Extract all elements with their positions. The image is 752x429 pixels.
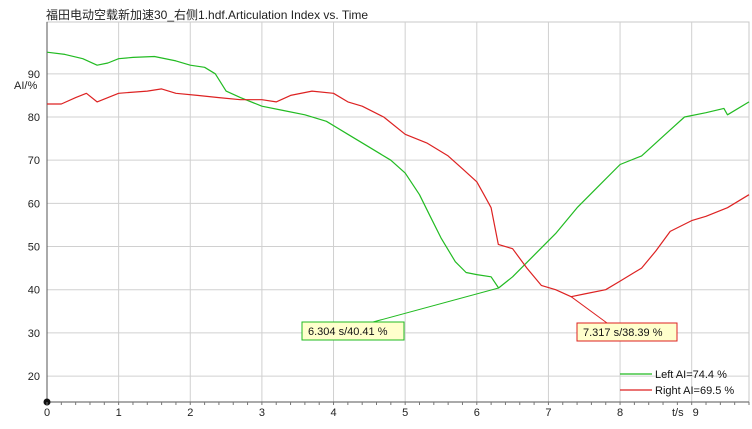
annotation-box (576, 322, 678, 342)
annotation-box (301, 321, 405, 341)
x-axis-label: t/s (672, 407, 684, 419)
x-tick-label: 5 (402, 407, 408, 419)
y-tick-label: 60 (28, 198, 40, 210)
annotation-leader (570, 296, 608, 324)
x-tick-label: 1 (116, 407, 122, 419)
x-tick-label: 2 (187, 407, 193, 419)
left-ai-line (46, 51, 750, 289)
x-tick-label: 9 (693, 407, 699, 419)
x-tick-label: 6 (474, 407, 480, 419)
y-tick-label: 30 (28, 328, 40, 340)
y-axis-label: AI/% (14, 80, 37, 92)
right-ai-line (47, 88, 750, 298)
annotations: 6.304 s/40.41 % 7.317 s/38.39 % (301, 287, 678, 342)
y-tick-label: 20 (28, 371, 40, 383)
x-tick-label: 4 (330, 407, 336, 419)
plot-frame (46, 21, 750, 403)
y-tick-label: 90 (28, 69, 40, 81)
y-tick-label: 50 (28, 242, 40, 254)
x-tick-label: 8 (617, 407, 623, 419)
x-tick-label: 7 (545, 407, 551, 419)
grid-lines (46, 21, 750, 403)
annotation-leader (372, 287, 499, 323)
annotation-label: 6.304 s/40.41 % (308, 326, 388, 338)
legend-entry: Left AI=74.4 % (655, 369, 727, 381)
legend: Left AI=74.4 % Right AI=69.5 % (620, 369, 734, 397)
y-tick-label: 80 (28, 112, 40, 124)
annotation-label: 7.317 s/38.39 % (583, 327, 663, 339)
y-tick-label: 40 (28, 285, 40, 297)
chart-title: 福田电动空载新加速30_右侧1.hdf.Articulation Index v… (46, 8, 369, 22)
series-lines (46, 51, 750, 298)
axes (43, 22, 750, 406)
x-tick-label: 0 (44, 407, 50, 419)
legend-entry: Right AI=69.5 % (655, 385, 734, 397)
y-tick-label: 70 (28, 155, 40, 167)
x-tick-label: 3 (259, 407, 265, 419)
